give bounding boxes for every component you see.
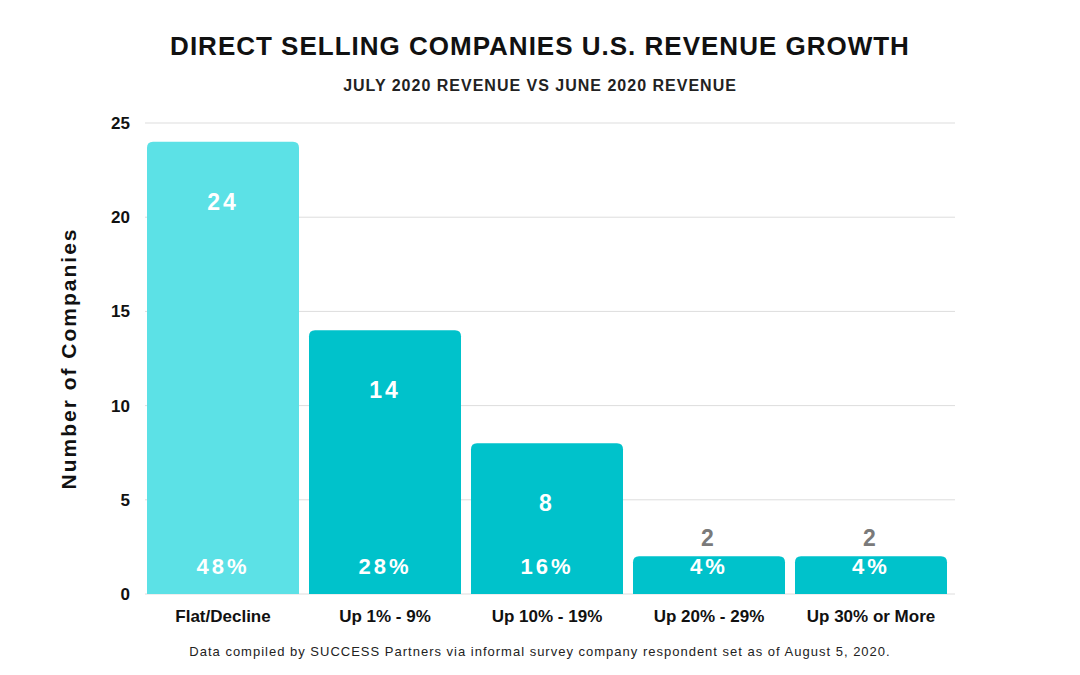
x-tick-label: Flat/Decline [175,607,270,626]
x-tick-label: Up 30% or More [807,607,935,626]
note: Data compiled by SUCCESS Partners via in… [189,644,890,659]
bar [147,142,299,594]
share-label: 48% [196,554,249,579]
share-label: 4% [852,554,890,579]
share-label: 16% [520,554,573,579]
bar [309,330,461,594]
bar [471,443,623,594]
data-label: 24 [207,189,239,215]
x-tick-label: Up 1% - 9% [339,607,431,626]
data-label: 2 [863,525,879,551]
y-tick-label: 20 [111,208,130,227]
share-label: 28% [358,554,411,579]
y-tick-label: 25 [111,114,130,133]
subtitle: JULY 2020 REVENUE VS JUNE 2020 REVENUE [343,77,737,94]
labels: 24 48% 14 28% 8 16% 2 4% 2 4% [196,189,889,579]
y-tick-label: 0 [121,585,130,604]
share-label: 4% [690,554,728,579]
x-tick-label: Up 20% - 29% [654,607,765,626]
y-axis-label: Number of Companies [57,227,80,489]
data-label: 8 [539,490,555,516]
x-tick-label: Up 10% - 19% [492,607,603,626]
data-label: 2 [701,525,717,551]
grid-line [145,123,955,124]
y-tick-label: 10 [111,397,130,416]
chart: DIRECT SELLING COMPANIES U.S. REVENUE GR… [0,0,1080,675]
bars [147,142,947,594]
data-label: 14 [369,377,401,403]
y-tick-label: 15 [111,302,130,321]
y-tick-label: 5 [121,491,130,510]
title: DIRECT SELLING COMPANIES U.S. REVENUE GR… [170,31,910,61]
